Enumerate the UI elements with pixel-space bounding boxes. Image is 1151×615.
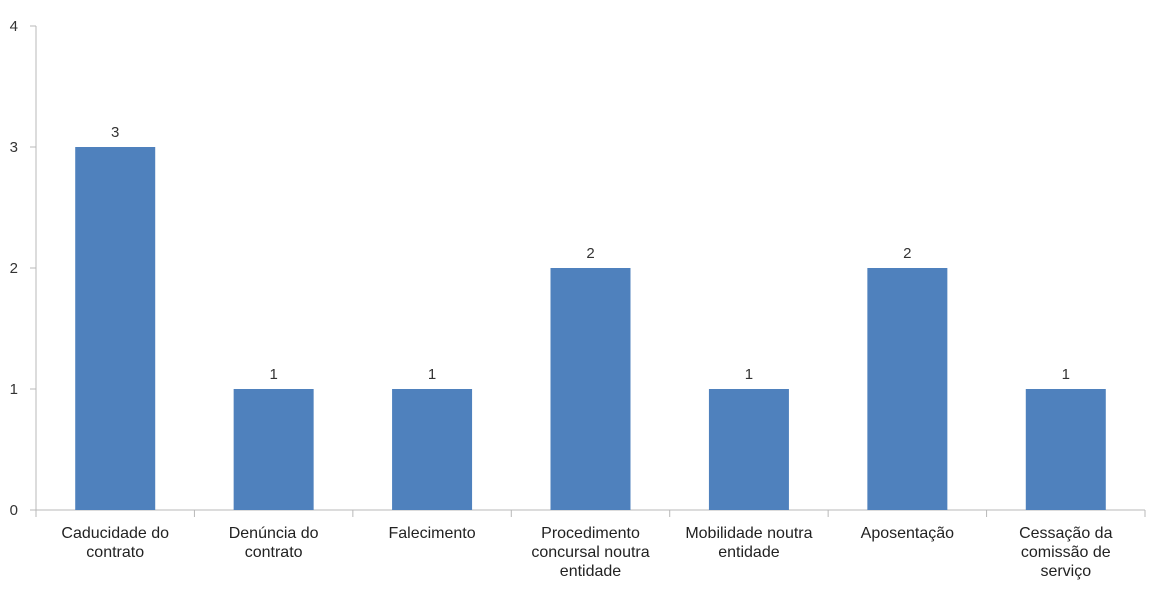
data-label: 1 [428,366,436,383]
bar [550,268,631,510]
bar [392,389,473,510]
bar [708,389,789,510]
x-tick-label: Cessação da comissão de serviço [1019,525,1112,580]
data-label: 2 [586,245,594,262]
bar [1025,389,1106,510]
data-label: 1 [745,366,753,383]
bar [75,147,156,510]
y-axis: 0 1 2 3 4 [10,18,37,519]
data-label: 1 [1062,366,1070,383]
y-tick-label: 4 [10,18,18,35]
x-tick-label: Mobilidade noutra entidade [685,525,812,561]
bars [75,147,1106,510]
data-label: 2 [903,245,911,262]
x-tick-label: Falecimento [388,525,475,542]
x-tick-label: Caducidade do contrato [61,525,169,561]
data-label: 3 [111,124,119,141]
x-axis [35,509,1146,517]
x-tick-label: Procedimento concursal noutra entidade [531,525,649,580]
bar [233,389,314,510]
y-tick-label: 2 [10,260,18,277]
bar [867,268,948,510]
y-tick-label: 0 [10,502,18,519]
x-tick-label: Denúncia do contrato [229,525,319,561]
x-tick-label: Aposentação [861,525,955,542]
y-tick-label: 1 [10,381,18,398]
data-labels: 3 1 1 2 1 2 1 [111,124,1070,383]
category-labels: Caducidade do contrato Denúncia do contrato… [61,525,1112,580]
y-tick-label: 3 [10,139,18,156]
data-label: 1 [269,366,277,383]
